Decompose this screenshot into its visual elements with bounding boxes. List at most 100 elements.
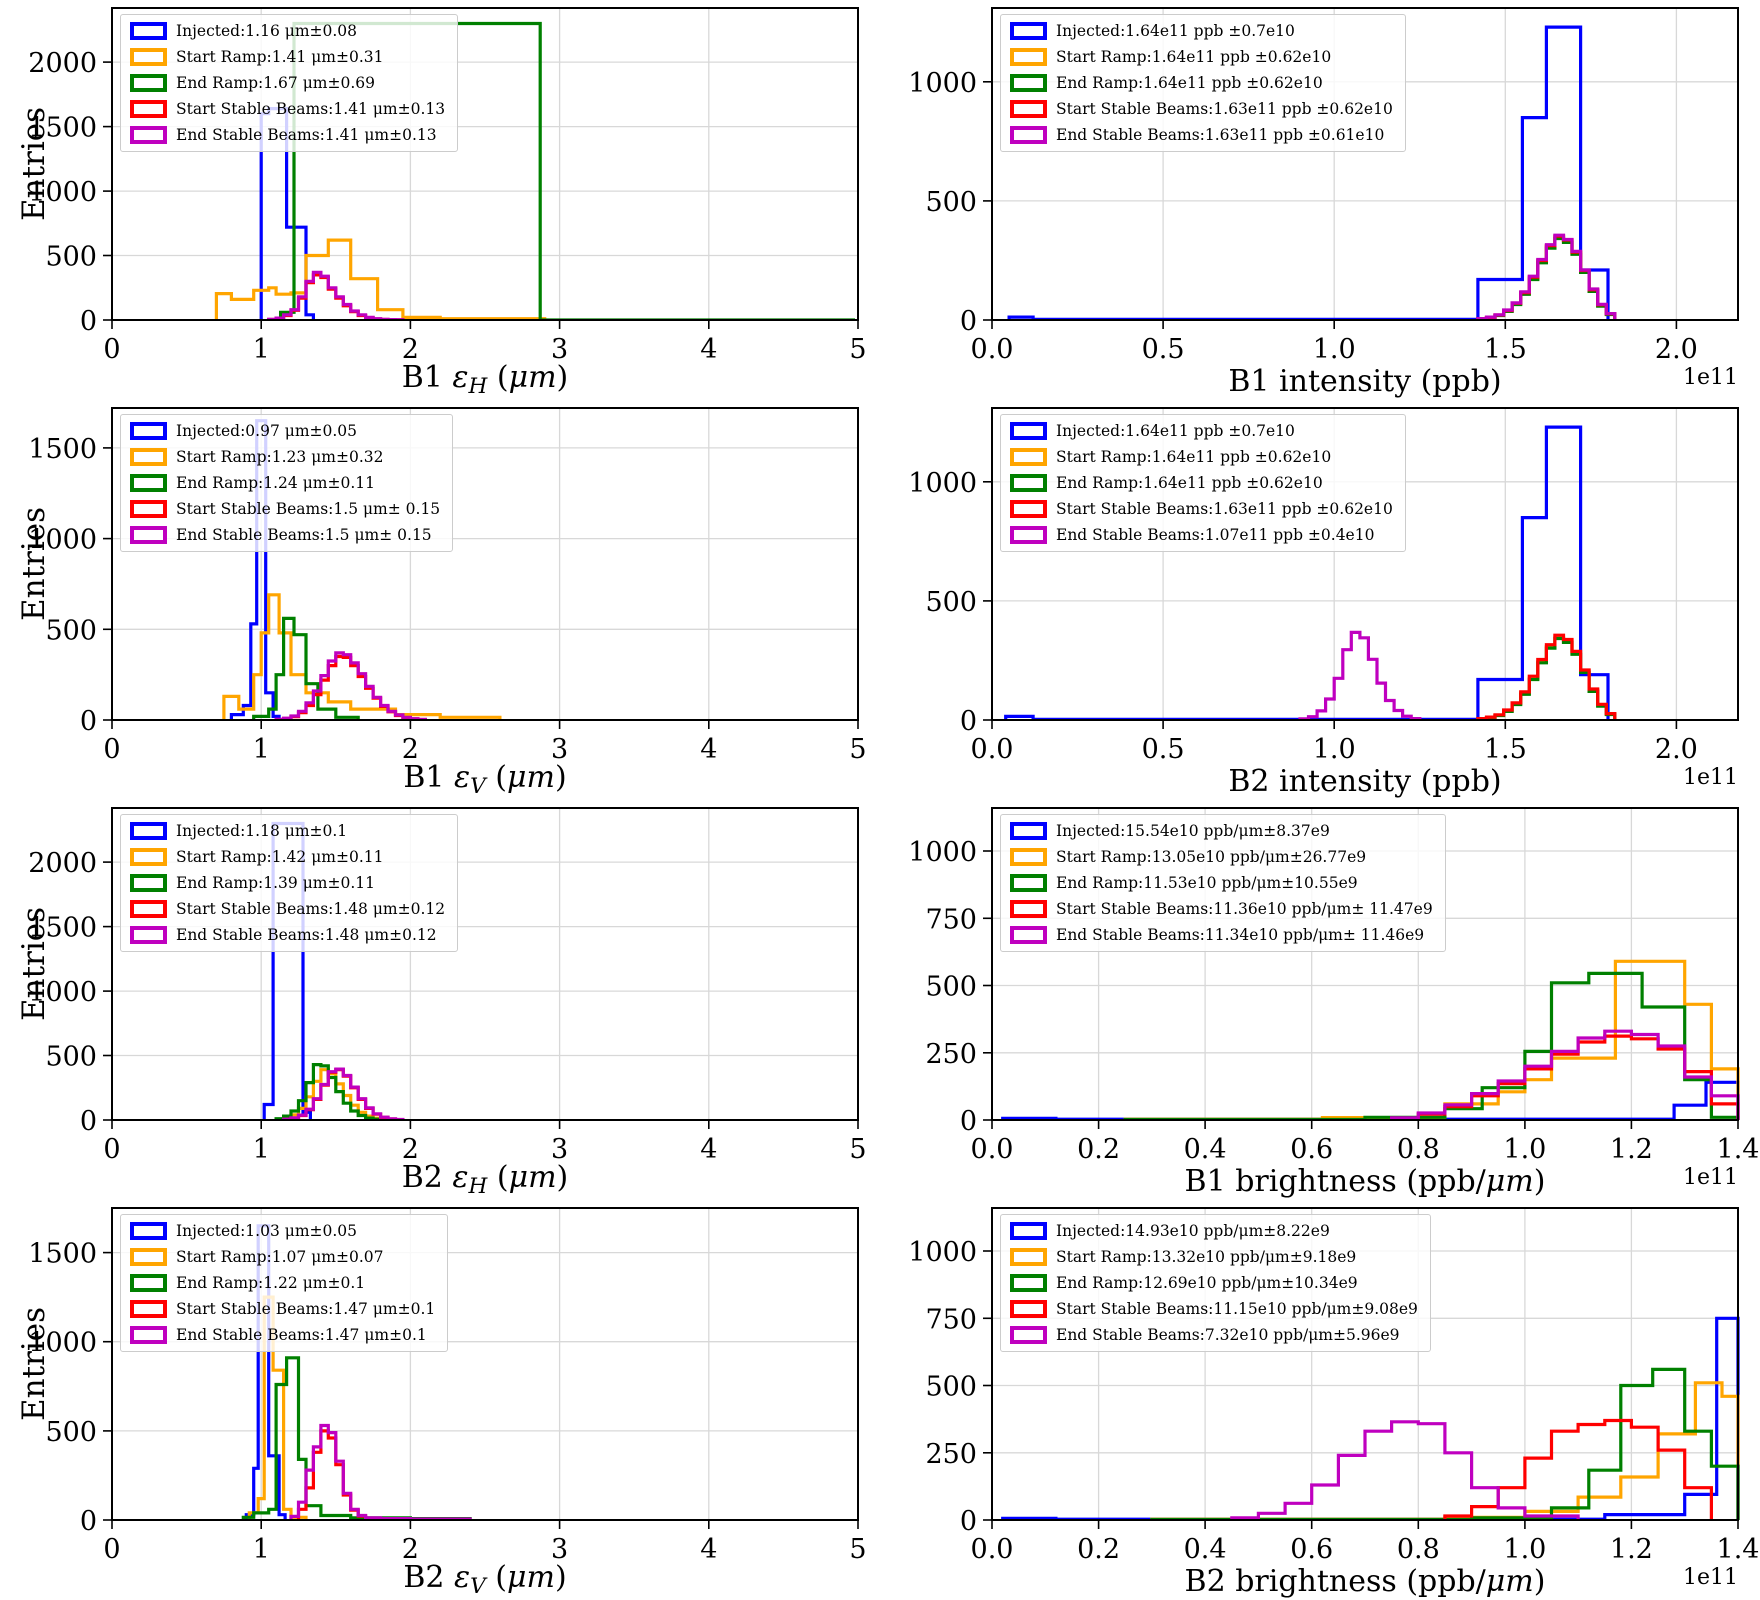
x-axis-label: B2 intensity (ppb) <box>992 764 1738 799</box>
legend-item: Start Ramp:13.32e10 ppb/μm±9.18e9 <box>1010 1248 1418 1266</box>
x-axis-label-part: B1 intensity (ppb) <box>1228 364 1502 399</box>
legend-item: End Stable Beams:7.32e10 ppb/μm±5.96e9 <box>1010 1326 1418 1344</box>
x-tick-label: 0.5 <box>1142 334 1185 365</box>
legend-label: Injected:1.64e11 ppb ±0.7e10 <box>1056 22 1295 40</box>
legend-label: Start Ramp:13.05e10 ppb/μm±26.77e9 <box>1056 848 1367 866</box>
x-tick-label: 1 <box>253 334 270 365</box>
legend-label: Injected:1.18 μm±0.1 <box>176 822 348 840</box>
y-tick-label: 0 <box>960 706 977 737</box>
x-axis-label-part: B1 brightness (ppb/ <box>1184 1164 1486 1199</box>
legend-swatch-end_ramp <box>130 74 167 92</box>
legend-label: Start Stable Beams:11.15e10 ppb/μm±9.08e… <box>1056 1300 1418 1318</box>
legend-label: End Stable Beams:1.47 μm±0.1 <box>176 1326 427 1344</box>
legend-swatch-injected <box>130 1222 167 1240</box>
series-end_ramp <box>241 1356 472 1520</box>
legend-swatch-start_stable <box>130 900 167 918</box>
legend-item: Start Ramp:1.23 μm±0.32 <box>130 448 440 466</box>
series-start_stable <box>1476 633 1617 720</box>
legend: Injected:15.54e10 ppb/μm±8.37e9 Start Ram… <box>1000 814 1446 952</box>
legend-item: Start Ramp:1.64e11 ppb ±0.62e10 <box>1010 48 1393 66</box>
legend-item: Start Stable Beams:1.63e11 ppb ±0.62e10 <box>1010 500 1393 518</box>
x-tick-label: 0.2 <box>1077 1134 1120 1165</box>
legend-swatch-end_stable <box>1010 526 1047 544</box>
legend-label: Start Stable Beams:1.5 μm± 0.15 <box>176 500 441 518</box>
x-axis-label-part: ε <box>452 1159 469 1195</box>
x-tick-label: 4 <box>700 1134 717 1165</box>
y-tick-label: 1000 <box>28 525 97 556</box>
x-tick-label: 0.8 <box>1397 1534 1440 1565</box>
y-tick-label: 1000 <box>28 1328 97 1359</box>
legend-label: Start Stable Beams:1.41 μm±0.13 <box>176 100 446 118</box>
series-end_stable <box>1298 630 1422 720</box>
legend-item: Start Stable Beams:1.48 μm±0.12 <box>130 900 445 918</box>
legend-label: End Ramp:1.64e11 ppb ±0.62e10 <box>1056 474 1323 492</box>
legend-label: End Stable Beams:1.5 μm± 0.15 <box>176 526 432 544</box>
series-end_ramp <box>1150 1367 1740 1520</box>
x-axis-label-part: ( <box>487 1159 509 1195</box>
x-axis-label: B1 εV (μm) <box>112 760 858 799</box>
legend-item: End Ramp:1.64e11 ppb ±0.62e10 <box>1010 74 1393 92</box>
legend-item: End Stable Beams:1.48 μm±0.12 <box>130 926 445 944</box>
legend-label: End Stable Beams:11.34e10 ppb/μm± 11.46e… <box>1056 926 1425 944</box>
axis-offset-label: 1e11 <box>1683 1565 1738 1590</box>
x-axis-label-part: μm <box>506 759 555 795</box>
legend-swatch-end_stable <box>1010 1326 1047 1344</box>
x-axis-label-part: ε <box>452 359 469 395</box>
subplot-b1-emittance-v: 0 1 2 3 4 5 0 500 1000 1500 Entries Injected:0.97… <box>0 400 880 800</box>
legend-swatch-start_ramp <box>1010 448 1047 466</box>
legend-item: Injected:1.18 μm±0.1 <box>130 822 445 840</box>
legend-label: Start Stable Beams:1.63e11 ppb ±0.62e10 <box>1056 500 1393 518</box>
legend-item: Injected:1.64e11 ppb ±0.7e10 <box>1010 22 1393 40</box>
series-injected <box>1007 25 1610 320</box>
legend-swatch-start_ramp <box>130 448 167 466</box>
x-axis-label: B2 εV (μm) <box>112 1560 858 1599</box>
y-tick-label: 500 <box>925 972 977 1003</box>
legend: Injected:1.64e11 ppb ±0.7e10 Start Ramp:1… <box>1000 14 1406 152</box>
legend-swatch-end_stable <box>130 126 167 144</box>
legend-item: End Stable Beams:1.47 μm±0.1 <box>130 1326 435 1344</box>
y-tick-label: 1000 <box>28 977 97 1008</box>
x-tick-label: 0.4 <box>1184 1534 1227 1565</box>
y-axis-label: Entries <box>16 506 52 622</box>
legend-swatch-end_stable <box>1010 926 1047 944</box>
legend-swatch-start_ramp <box>130 1248 167 1266</box>
series-end_stable <box>289 1423 472 1520</box>
plot-canvas: 0.0 0.5 1.0 1.5 2.0 0 500 1000 1e11 <box>908 7 1739 390</box>
x-tick-label: 1.2 <box>1610 1534 1653 1565</box>
axis-offset-label: 1e11 <box>1683 765 1738 790</box>
legend-swatch-injected <box>130 822 167 840</box>
y-tick-label: 500 <box>925 187 977 218</box>
legend-swatch-end_ramp <box>1010 474 1047 492</box>
legend-item: Start Stable Beams:1.41 μm±0.13 <box>130 100 445 118</box>
legend: Injected:14.93e10 ppb/μm±8.22e9 Start Ram… <box>1000 1214 1431 1352</box>
x-tick-label: 4 <box>700 334 717 365</box>
x-axis-label-part: μm <box>506 1559 555 1595</box>
series-end_stable <box>1476 233 1617 320</box>
legend-item: Injected:15.54e10 ppb/μm±8.37e9 <box>1010 822 1433 840</box>
x-tick-label: 0 <box>103 734 120 765</box>
y-tick-label: 500 <box>45 615 97 646</box>
legend-label: Start Stable Beams:1.47 μm±0.1 <box>176 1300 436 1318</box>
series-end_stable <box>274 651 427 720</box>
x-tick-label: 1.4 <box>1717 1134 1760 1165</box>
x-axis-label-part: B1 <box>401 359 453 395</box>
y-tick-label: 1500 <box>28 1239 97 1270</box>
subplot-b2-emittance-h: 0 1 2 3 4 5 0 500 1000 1500 2000 Entries Injected:… <box>0 800 880 1200</box>
legend-swatch-end_ramp <box>1010 874 1047 892</box>
series-end_stable <box>282 1067 405 1120</box>
legend-swatch-start_ramp <box>1010 848 1047 866</box>
subplot-b2-intensity: 0.0 0.5 1.0 1.5 2.0 0 500 1000 1e11 Injected:1.6… <box>880 400 1760 800</box>
y-tick-label: 500 <box>925 587 977 618</box>
x-axis-label-part: ε <box>454 759 471 795</box>
axes-spines <box>111 407 859 721</box>
legend-label: Start Ramp:1.41 μm±0.31 <box>176 48 384 66</box>
x-axis-label-part: V <box>470 1574 486 1599</box>
x-axis-label-part: B2 <box>403 1559 455 1595</box>
x-tick-label: 0.5 <box>1142 734 1185 765</box>
x-axis-label-part: B2 intensity (ppb) <box>1228 764 1502 799</box>
legend-label: End Ramp:1.39 μm±0.11 <box>176 874 375 892</box>
axis-offset-label: 1e11 <box>1683 1165 1738 1190</box>
legend: Injected:1.16 μm±0.08 Start Ramp:1.41 μm±… <box>120 14 459 152</box>
x-tick-label: 0 <box>103 1134 120 1165</box>
